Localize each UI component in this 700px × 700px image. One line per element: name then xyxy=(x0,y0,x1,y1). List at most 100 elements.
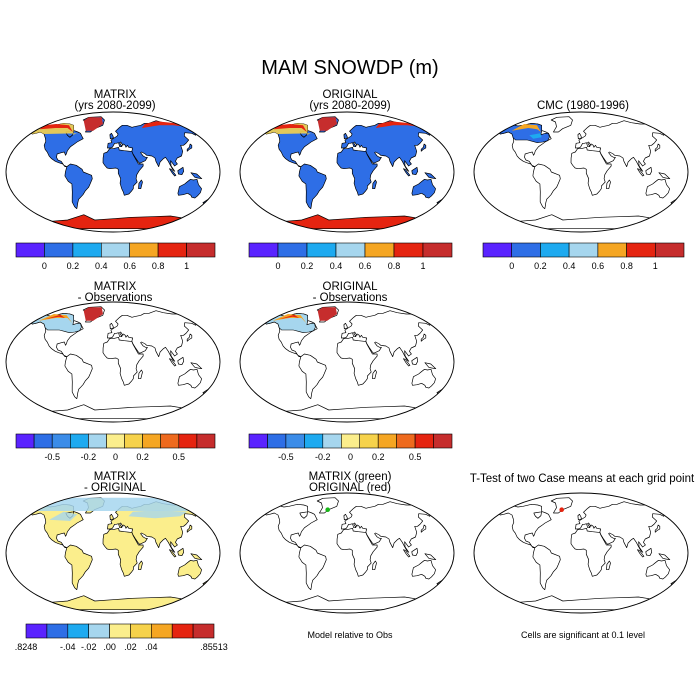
colorbar-swatch xyxy=(540,242,570,258)
continent-australia xyxy=(177,368,202,389)
continent-south-america xyxy=(64,353,93,400)
colorbar-panel-5: -0.5 -0.2 0 0.2 0.5 xyxy=(248,433,453,462)
continent-japan xyxy=(186,333,193,342)
diff-na-max xyxy=(44,314,66,320)
continent-south-america xyxy=(64,544,93,591)
colorbar-swatch xyxy=(196,433,216,449)
colorbar-swatch xyxy=(142,433,162,449)
colorbar-swatch xyxy=(568,242,599,258)
continent-madagascar xyxy=(372,179,377,190)
continent-japan xyxy=(654,524,661,533)
continent-australia xyxy=(411,178,436,199)
continent-south-america xyxy=(298,353,327,400)
continent-australia xyxy=(645,178,670,199)
colorbar-swatch xyxy=(335,242,366,258)
map-outline xyxy=(5,301,221,423)
colorbar-tick-label: 0.8 xyxy=(388,261,401,271)
continent-north-america xyxy=(497,503,552,549)
continent-south-america xyxy=(298,544,327,591)
map-panel-7 xyxy=(239,492,455,614)
continent-britain xyxy=(577,513,582,521)
snow-deep-ea xyxy=(375,121,426,128)
colorbar-swatch xyxy=(422,242,453,258)
colorbar-swatch xyxy=(130,623,152,639)
colorbar-tick-label: 0.8 xyxy=(152,261,165,271)
continent-new-guinea xyxy=(424,362,437,370)
continent-africa xyxy=(102,336,144,386)
snow-deep-ea xyxy=(141,121,192,128)
colorbar-tick-label: 0.4 xyxy=(563,261,576,271)
map-background xyxy=(240,493,454,613)
colorbar-swatch xyxy=(67,623,90,639)
map-panel-3 xyxy=(473,111,689,233)
continent-britain xyxy=(109,132,114,140)
colorbar-tick-label: 0 xyxy=(348,452,353,462)
continent-new-guinea xyxy=(190,172,203,180)
continent-africa xyxy=(570,527,612,577)
colorbar-swatch xyxy=(44,242,74,258)
snow-obs-mid xyxy=(529,133,542,139)
colorbar-swatch xyxy=(25,623,48,639)
continent-borneo xyxy=(411,166,419,176)
colorbar-tick-label: -.04 xyxy=(60,642,76,652)
diff-na-high xyxy=(38,314,73,324)
model-relative-note: Model relative to Obs xyxy=(307,630,393,640)
continent-borneo xyxy=(177,356,185,366)
diff-na-max xyxy=(278,314,300,320)
continent-madagascar xyxy=(372,560,377,571)
colorbar-tick-label: 0 xyxy=(42,261,47,271)
colorbar-tick-label: -0.5 xyxy=(278,452,294,462)
casediff-ea xyxy=(128,510,188,519)
map-background xyxy=(6,302,220,422)
continent-britain xyxy=(343,132,348,140)
colorbar-swatch xyxy=(160,433,180,449)
continent-japan xyxy=(420,333,427,342)
casediff-arctic xyxy=(24,497,202,511)
snow-greenland xyxy=(317,117,337,131)
colorbar-tick-label: 0.5 xyxy=(173,452,186,462)
colorbar-swatch xyxy=(433,433,453,449)
colorbar-swatch xyxy=(124,433,143,449)
colorbar-tick-label: 1 xyxy=(184,261,189,271)
continent-britain xyxy=(109,513,114,521)
colorbar-swatch xyxy=(304,433,324,449)
continent-south-america xyxy=(532,163,561,210)
colorbar-swatch xyxy=(129,242,159,258)
colorbar-swatch xyxy=(109,623,131,639)
colorbar-swatch xyxy=(157,242,187,258)
colorbar-tick-label: 1 xyxy=(653,261,658,271)
colorbar-tick-label: -.02 xyxy=(81,642,97,652)
colorbar-tick-label: .8248 xyxy=(15,642,38,652)
colorbar-tick-label: 0 xyxy=(113,452,118,462)
continent-sumatra xyxy=(403,168,411,177)
continent-madagascar xyxy=(138,560,143,571)
colorbar-swatch xyxy=(285,433,305,449)
colorbar-tick-label: 0.4 xyxy=(95,261,108,271)
colorbar-panel-1: 0 0.2 0.4 0.6 0.8 1 xyxy=(15,242,216,271)
colorbar-tick-label: 0.5 xyxy=(409,452,422,462)
panel-6-title: MATRIX - ORIGINAL xyxy=(84,471,146,494)
continent-madagascar xyxy=(138,369,143,380)
colorbar-swatch xyxy=(277,242,308,258)
colorbar-swatch xyxy=(171,623,194,639)
colorbar-tick-label: 0.6 xyxy=(592,261,605,271)
colorbar-tick-label: 0.6 xyxy=(359,261,372,271)
colorbar-tick-label: 1 xyxy=(420,261,425,271)
continent-africa xyxy=(336,336,378,386)
colorbar-panel-4: -0.5 -0.2 0 0.2 0.5 xyxy=(15,433,216,462)
continent-new-guinea xyxy=(658,553,671,561)
snow-deep-na xyxy=(39,124,73,132)
continent-new-guinea xyxy=(190,362,203,370)
continent-north-america xyxy=(263,122,318,168)
colorbar-panel-6: .8248 -.04 -.02 .00 .02 .04 .85513 xyxy=(15,623,228,652)
continent-north-america xyxy=(263,503,318,549)
continent-africa xyxy=(102,146,144,196)
colorbar-swatch xyxy=(178,433,198,449)
continent-south-america xyxy=(298,163,327,210)
colorbar-swatch xyxy=(396,433,416,449)
colorbar-tick-label: 0.4 xyxy=(330,261,343,271)
continent-borneo xyxy=(645,547,653,557)
snow-greenland xyxy=(83,117,103,131)
colorbar-swatch xyxy=(106,433,125,449)
map-outline xyxy=(5,111,221,233)
